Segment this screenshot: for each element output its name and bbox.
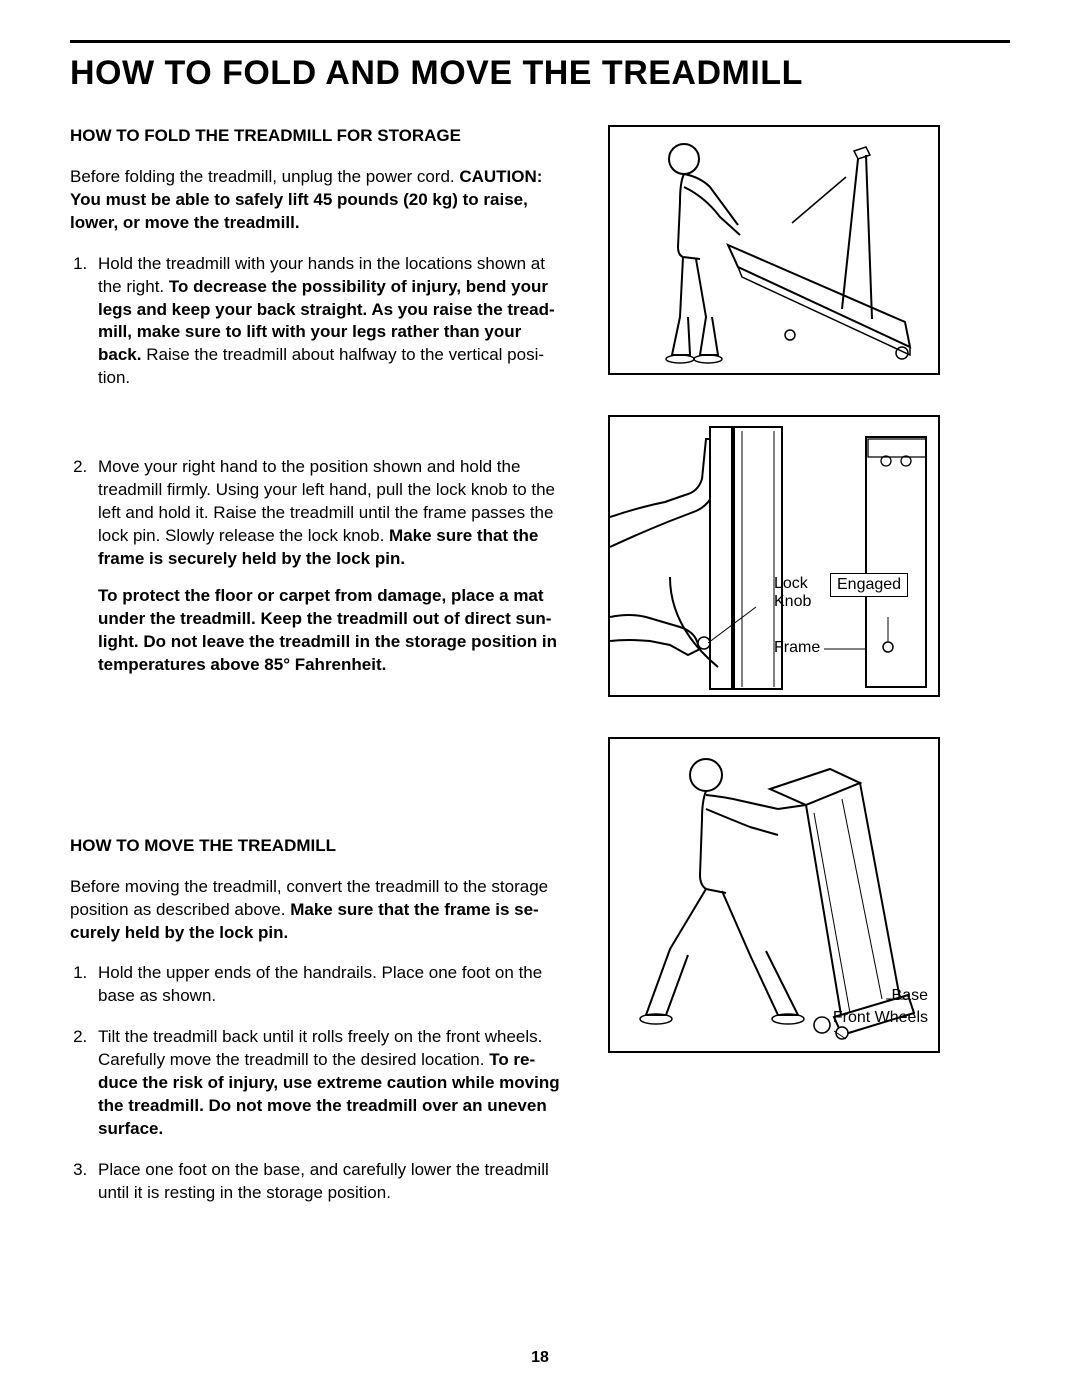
section1-steps-2: Move your right hand to the position sho… — [70, 456, 568, 676]
section2-step2-a: Tilt the treadmill back until it rolls f… — [98, 1027, 542, 1069]
section1-step1-c: Raise the treadmill about halfway to the… — [98, 345, 544, 387]
figure-1 — [608, 125, 940, 375]
section2-intro: Before moving the treadmill, convert the… — [70, 876, 568, 945]
fig3-label-base: Base — [892, 987, 928, 1005]
section1-protect: To protect the floor or carpet from dama… — [98, 585, 568, 677]
fig2-label-frame: Frame — [774, 639, 820, 657]
section1-step2: Move your right hand to the position sho… — [92, 456, 568, 676]
section1-step1: Hold the treadmill with your hands in th… — [92, 253, 568, 391]
figure-3-svg — [610, 739, 940, 1053]
section2-heading: HOW TO MOVE THE TREADMILL — [70, 835, 568, 858]
fig2-label-lock-knob: Lock Knob — [774, 575, 820, 612]
right-column: Lock Knob Engaged Frame — [608, 125, 940, 1053]
top-rule — [70, 40, 1010, 43]
section2-step2: Tilt the treadmill back until it rolls f… — [92, 1026, 568, 1141]
figure-1-svg — [610, 127, 940, 375]
page-title: HOW TO FOLD AND MOVE THE TREADMILL — [70, 51, 1010, 97]
figure-2: Lock Knob Engaged Frame — [608, 415, 940, 697]
section2-step1: Hold the upper ends of the handrails. Pl… — [92, 962, 568, 1008]
section2-step3: Place one foot on the base, and carefull… — [92, 1159, 568, 1205]
section1-heading: HOW TO FOLD THE TREADMILL FOR STORAGE — [70, 125, 568, 148]
page-number: 18 — [0, 1347, 1080, 1369]
figure-3: Base Front Wheels — [608, 737, 940, 1053]
section1-steps: Hold the treadmill with your hands in th… — [70, 253, 568, 391]
section1-intro: Before folding the treadmill, unplug the… — [70, 166, 568, 235]
section1-intro-plain: Before folding the treadmill, unplug the… — [70, 167, 459, 186]
fig3-label-front-wheels: Front Wheels — [833, 1009, 928, 1027]
section2-steps: Hold the upper ends of the handrails. Pl… — [70, 962, 568, 1204]
fig2-label-engaged: Engaged — [830, 573, 908, 597]
left-column: HOW TO FOLD THE TREADMILL FOR STORAGE Be… — [70, 125, 568, 1223]
